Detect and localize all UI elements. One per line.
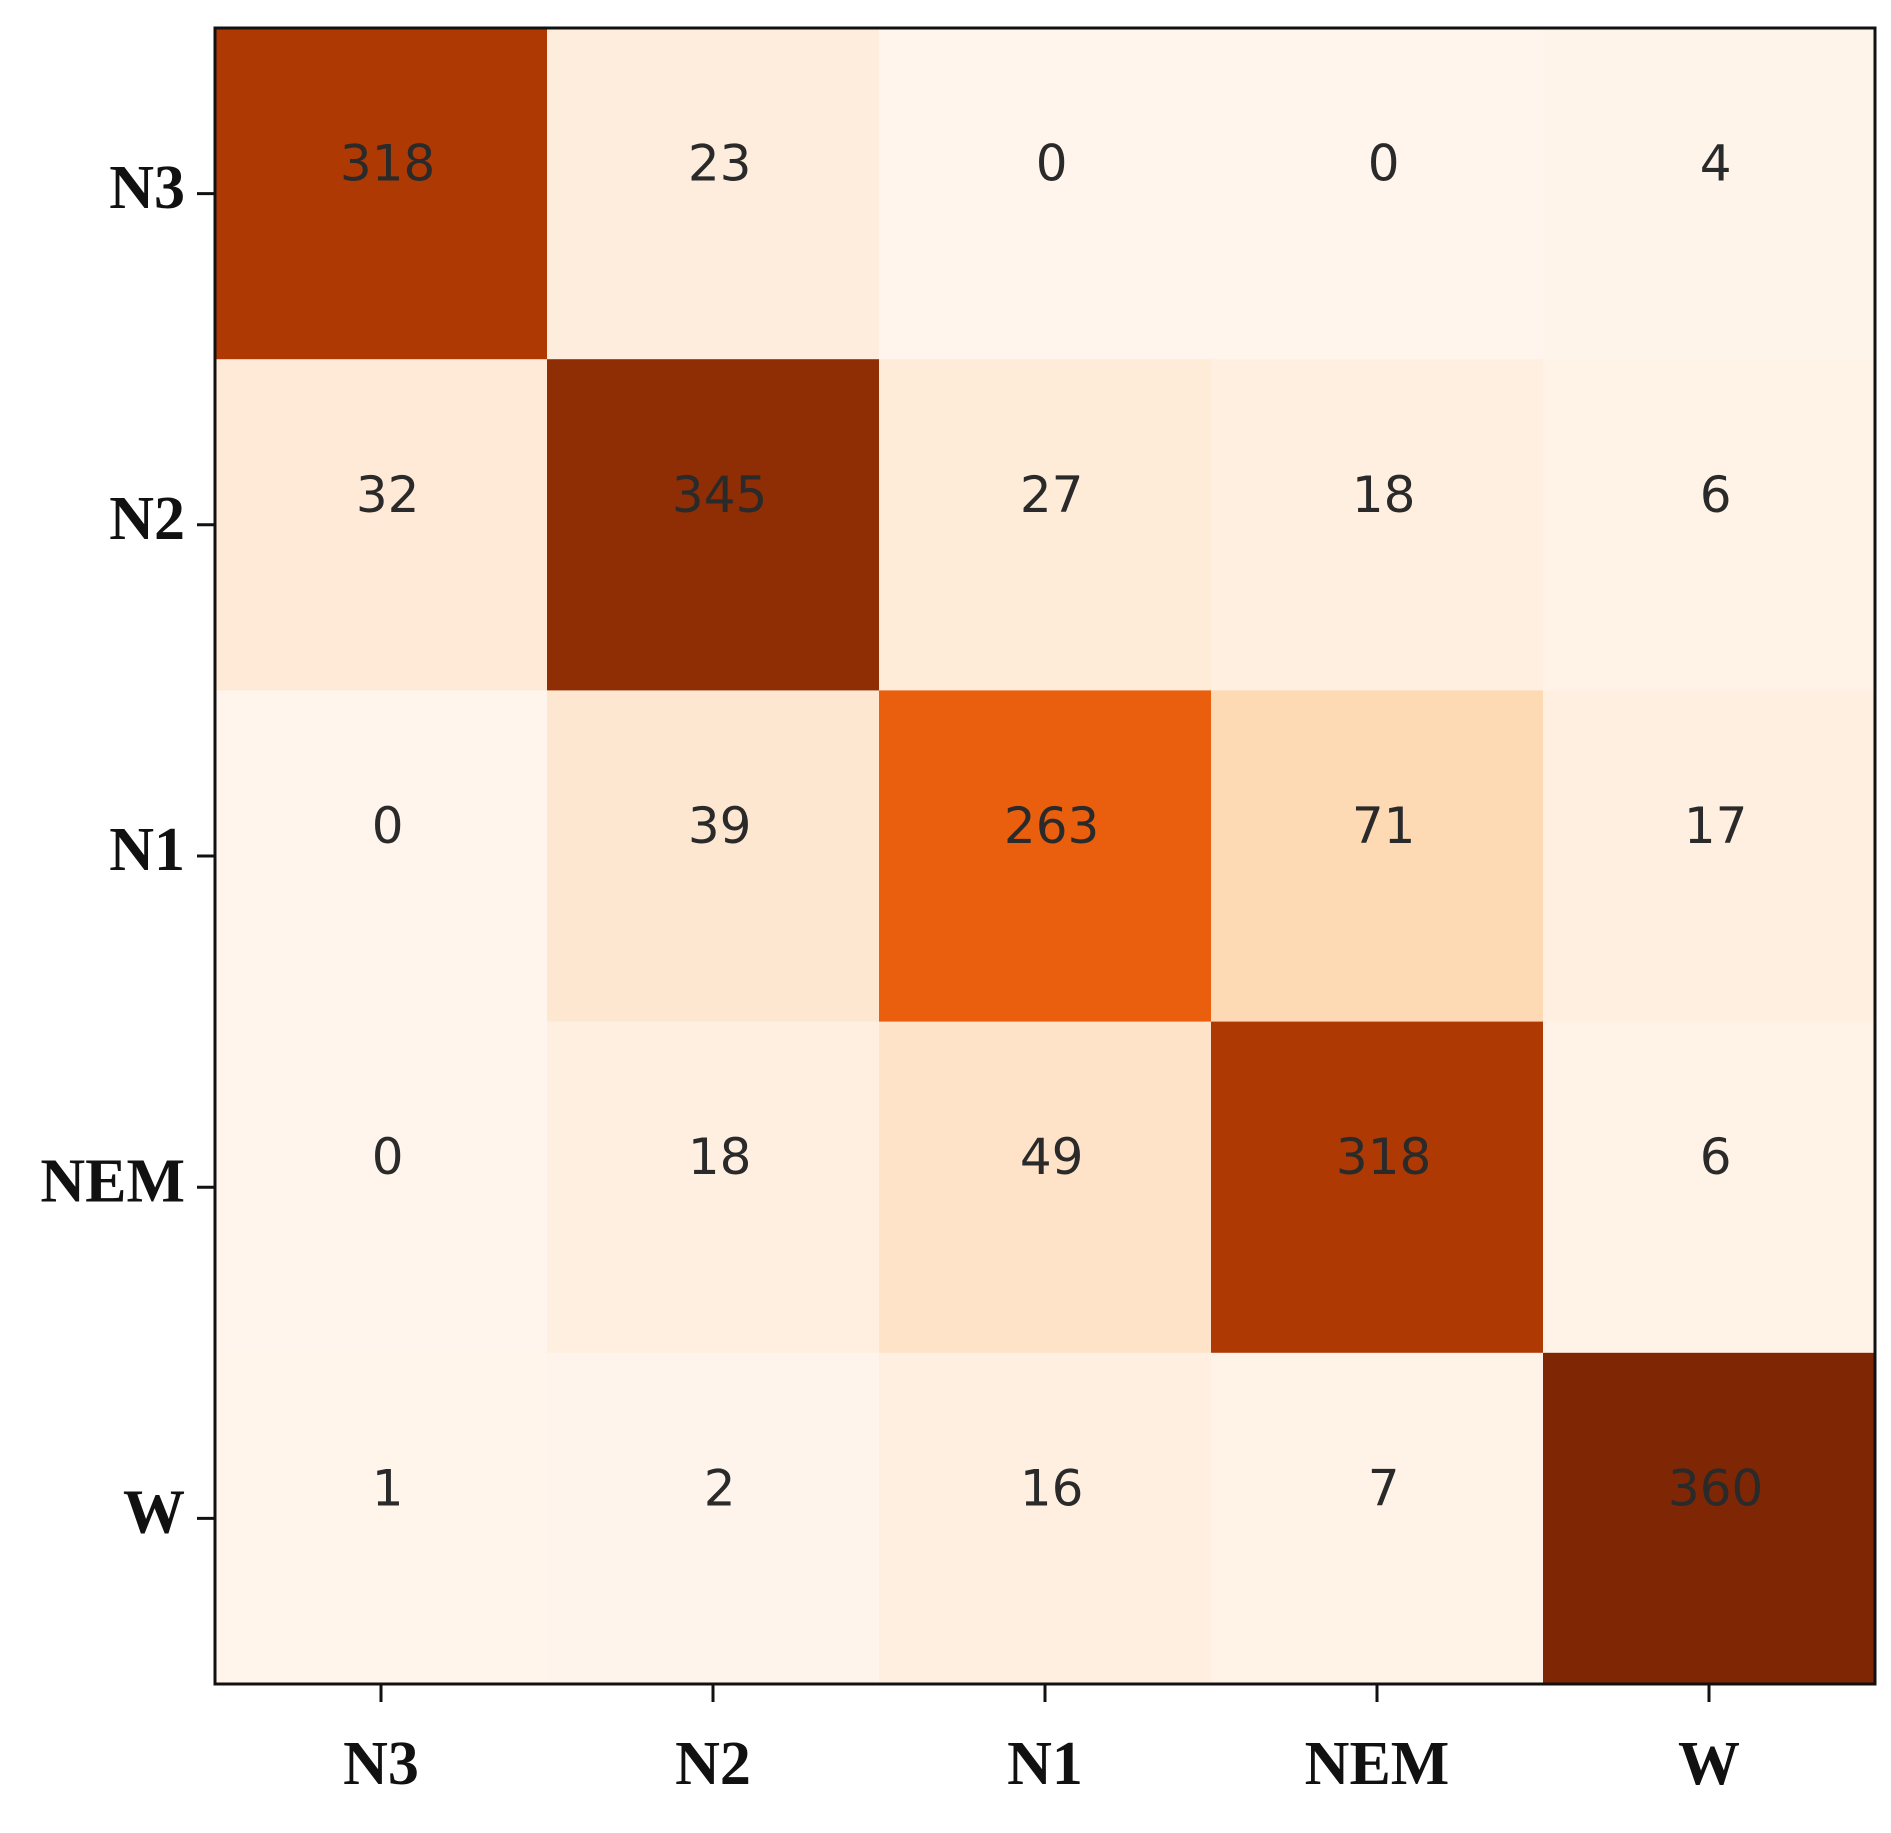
- heatmap-cell-n1-n2: [547, 690, 880, 1023]
- heatmap-cell-nem-n1: [879, 1021, 1212, 1354]
- cell-value-label: 318: [1336, 1128, 1431, 1186]
- cell-value-label: 18: [688, 1128, 752, 1186]
- cell-value-label: 23: [688, 135, 752, 193]
- heatmap-cell-w-w: [1543, 1352, 1876, 1685]
- y-tick-label-nem: NEM: [40, 1147, 185, 1215]
- heatmap-cell-w-n2: [547, 1352, 880, 1685]
- cell-value-label: 71: [1352, 797, 1416, 855]
- heatmap-cell-w-n3: [215, 1352, 548, 1685]
- heatmap-cell-n1-n1: [879, 690, 1212, 1023]
- heatmap-cell-n2-n3: [215, 359, 548, 691]
- heatmap-cell-n3-n2: [547, 28, 880, 360]
- heatmap-cell-n1-nem: [1211, 690, 1544, 1023]
- x-tick-label-n3: N3: [343, 1730, 419, 1798]
- heatmap-cell-n2-n2: [547, 359, 880, 691]
- x-tick-label-nem: NEM: [1305, 1730, 1450, 1798]
- cell-value-label: 2: [704, 1459, 736, 1517]
- x-tick-label-n1: N1: [1007, 1730, 1083, 1798]
- heatmap-cell-n1-n3: [215, 690, 548, 1023]
- cell-value-labels: 318 23 0 0 4 32 345 27 18 6 0 39 263 71 17 0 18 49 318 6 1 2 1…: [340, 135, 1763, 1518]
- heatmap-cell-n3-n1: [879, 28, 1212, 360]
- cell-value-label: 345: [672, 466, 767, 524]
- cell-value-label: 0: [372, 1128, 404, 1186]
- cell-value-label: 263: [1004, 797, 1099, 855]
- x-axis-ticks: N3 N2 N1 NEM W: [343, 1684, 1740, 1798]
- y-tick-label-n2: N2: [109, 485, 185, 553]
- cell-value-label: 32: [356, 466, 420, 524]
- x-tick-label-w: W: [1678, 1730, 1740, 1798]
- heatmap-cell-nem-n2: [547, 1021, 880, 1354]
- x-tick-label-n2: N2: [675, 1730, 751, 1798]
- heatmap-cell-nem-n3: [215, 1021, 548, 1354]
- heatmap-cell-n1-w: [1543, 690, 1876, 1023]
- cell-value-label: 39: [688, 797, 752, 855]
- y-tick-label-w: W: [123, 1479, 185, 1547]
- heatmap-cell-w-n1: [879, 1352, 1212, 1685]
- cell-value-label: 360: [1668, 1459, 1763, 1517]
- y-axis-ticks: N3 N2 N1 NEM W: [40, 154, 215, 1547]
- cell-value-label: 7: [1368, 1459, 1400, 1517]
- cell-value-label: 0: [372, 797, 404, 855]
- heatmap-cells: [215, 28, 1876, 1685]
- heatmap-cell-n3-nem: [1211, 28, 1544, 360]
- heatmap-cell-w-nem: [1211, 1352, 1544, 1685]
- cell-value-label: 49: [1020, 1128, 1084, 1186]
- cell-value-label: 0: [1368, 135, 1400, 193]
- cell-value-label: 1: [372, 1459, 404, 1517]
- heatmap-cell-n3-w: [1543, 28, 1876, 360]
- heatmap-cell-nem-nem: [1211, 1021, 1544, 1354]
- y-tick-label-n3: N3: [109, 154, 185, 222]
- cell-value-label: 0: [1036, 135, 1068, 193]
- cell-value-label: 16: [1020, 1459, 1084, 1517]
- cell-value-label: 4: [1700, 135, 1732, 193]
- cell-value-label: 27: [1020, 466, 1084, 524]
- heatmap-cell-n2-w: [1543, 359, 1876, 691]
- cell-value-label: 17: [1684, 797, 1748, 855]
- heatmap-cell-nem-w: [1543, 1021, 1876, 1354]
- cell-value-label: 18: [1352, 466, 1416, 524]
- heatmap-cell-n2-nem: [1211, 359, 1544, 691]
- cell-value-label: 318: [340, 135, 435, 193]
- y-tick-label-n1: N1: [109, 816, 185, 884]
- heatmap-cell-n3-n3: [215, 28, 548, 360]
- heatmap-cell-n2-n1: [879, 359, 1212, 691]
- cell-value-label: 6: [1700, 466, 1732, 524]
- cell-value-label: 6: [1700, 1128, 1732, 1186]
